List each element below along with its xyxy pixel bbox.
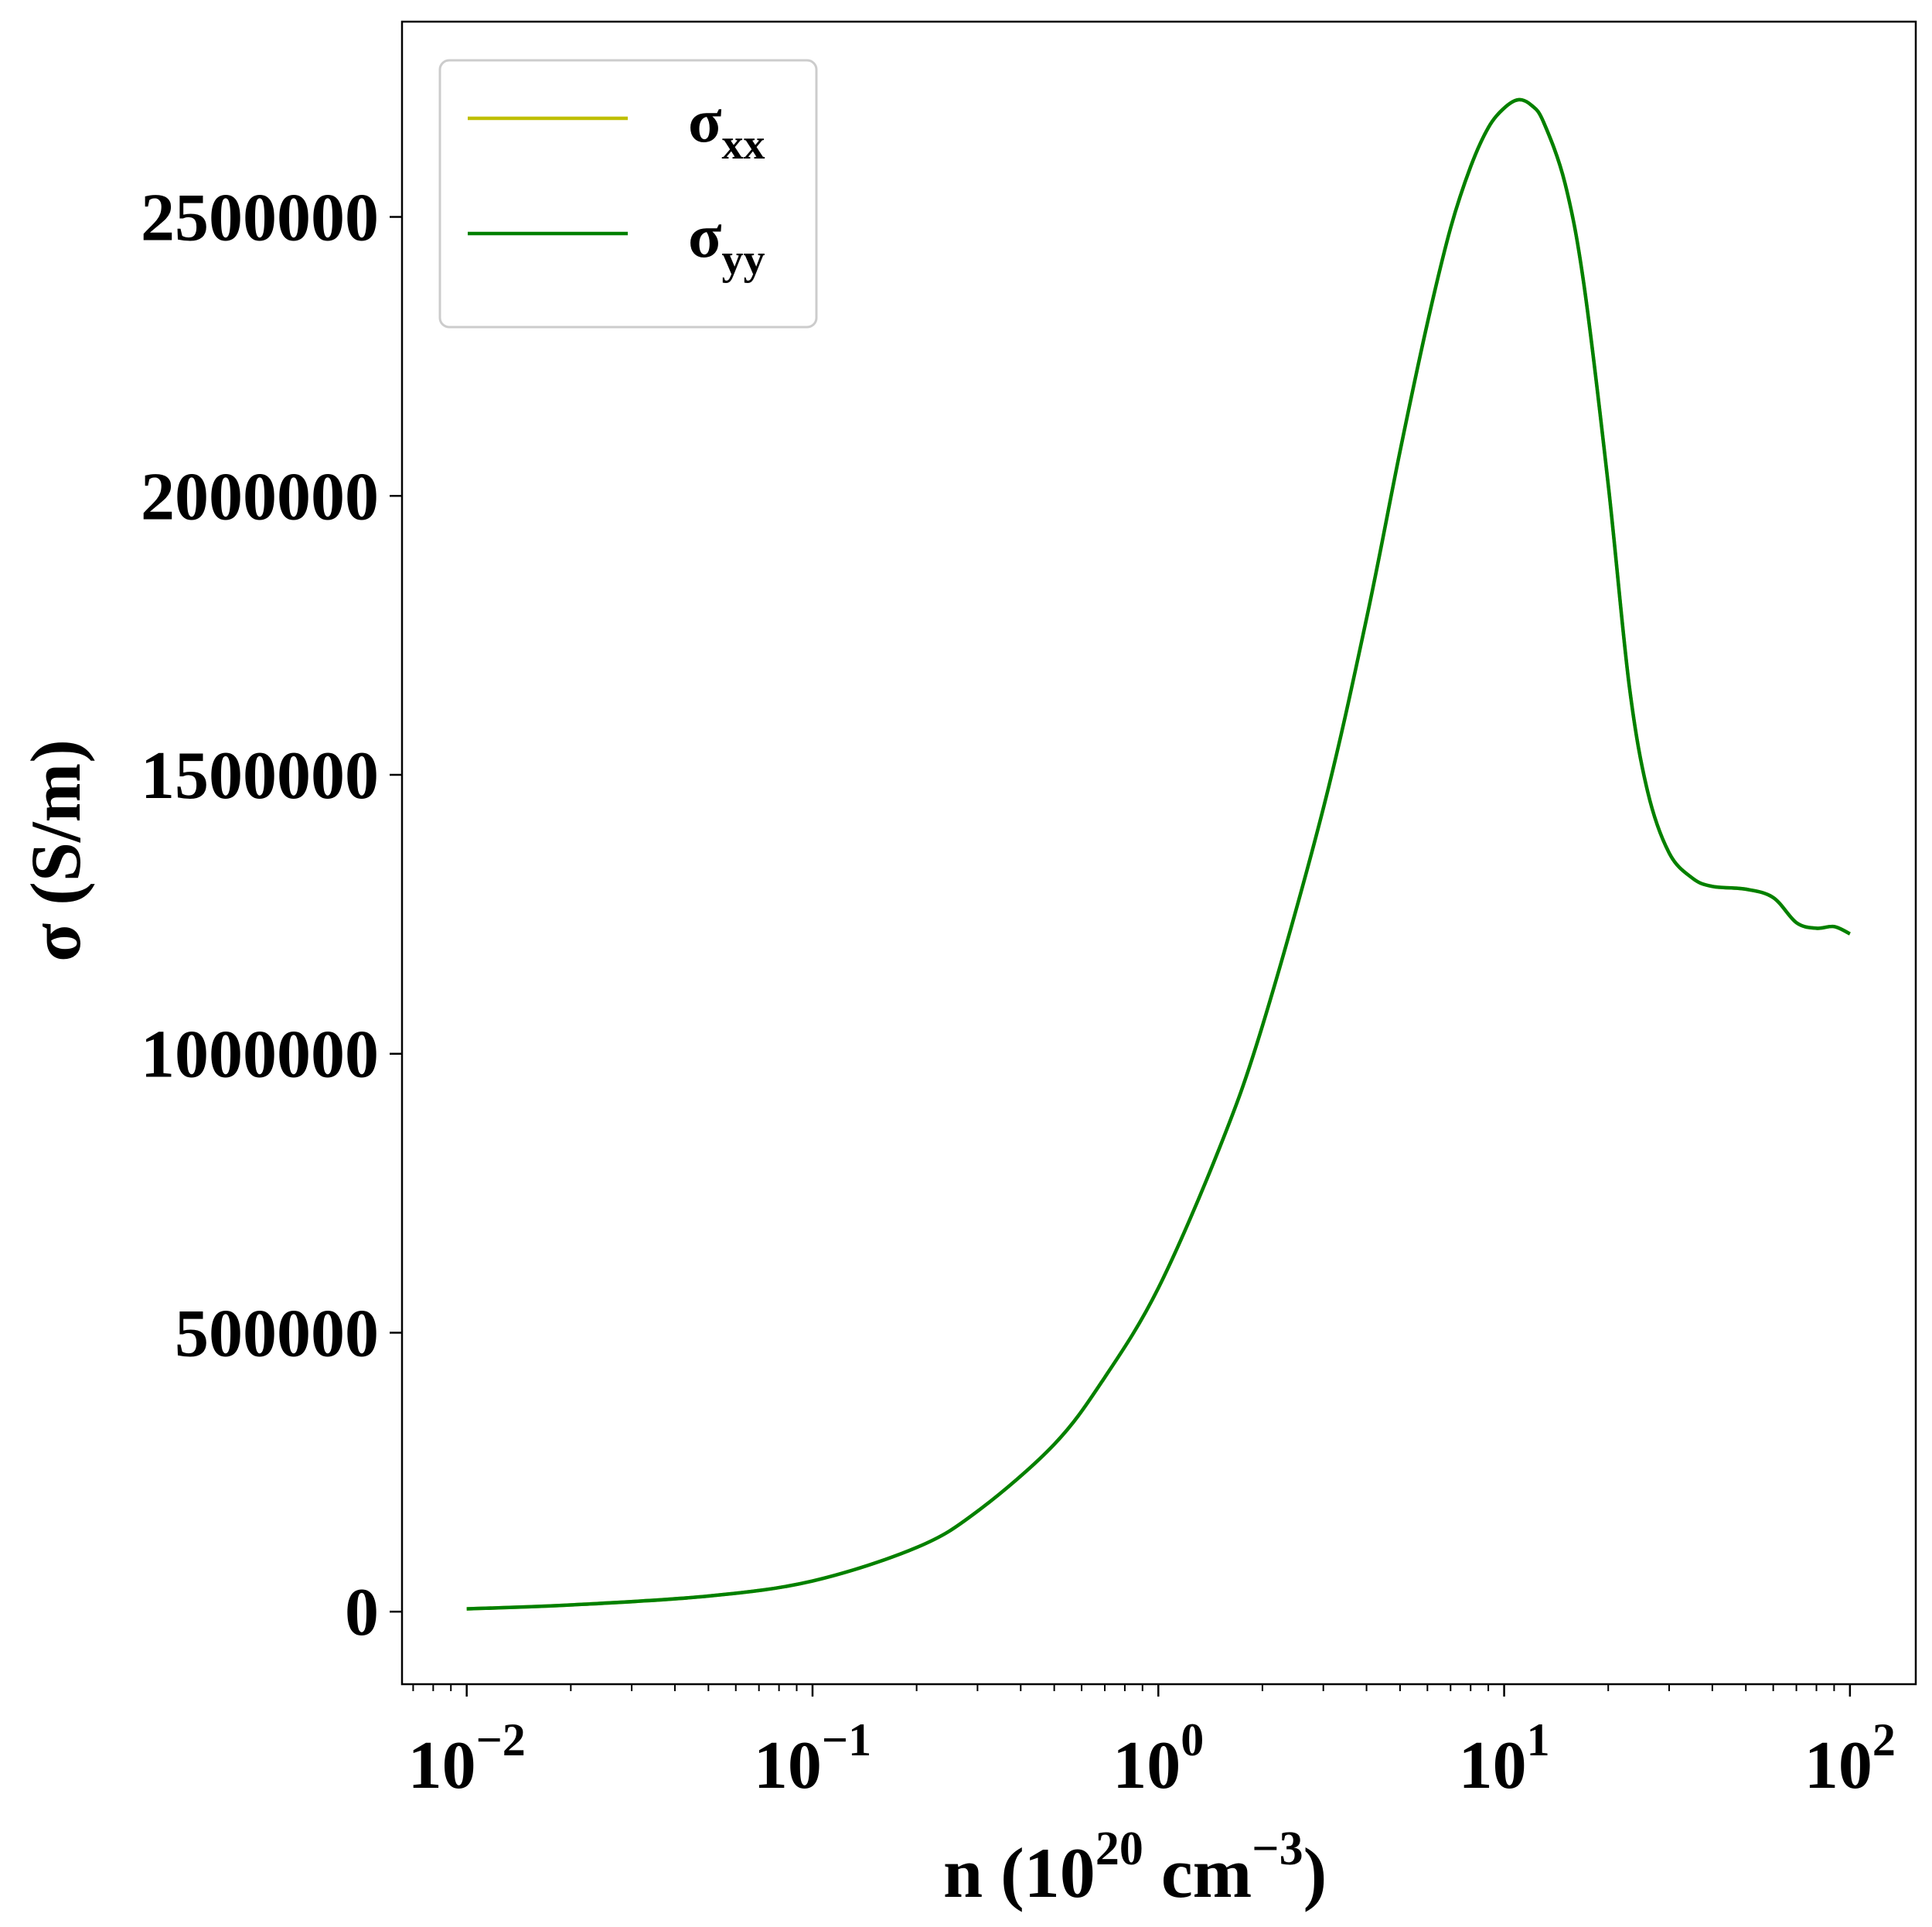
y-tick-label: 0 (345, 1575, 379, 1650)
y-tick-label: 500000 (175, 1296, 379, 1371)
legend: σxx σyy (438, 59, 818, 329)
y-axis-ticks: 0 500000 1000000 1500000 2000000 2500000 (141, 181, 402, 1650)
series-lines (466, 97, 1851, 1611)
y-tick-label: 1000000 (141, 1018, 379, 1093)
x-tick-label: 101 (1459, 1714, 1550, 1803)
y-tick-label: 2000000 (141, 459, 379, 534)
x-tick-label: 10−2 (408, 1714, 526, 1803)
x-tick-label: 102 (1804, 1714, 1896, 1803)
x-tick-label: 100 (1113, 1714, 1204, 1803)
legend-label-sigma-xx: σxx (688, 87, 765, 169)
x-axis-ticks: 10−2 10−1 100 101 102 (408, 1684, 1896, 1803)
x-minor-ticks (412, 1684, 1835, 1691)
y-axis-label: σ (S/m) (16, 739, 95, 962)
plot-frame (400, 20, 1917, 1686)
legend-box (438, 59, 818, 329)
x-axis-label: n (1020 cm−3) (943, 1823, 1327, 1912)
series-line-sigma-yy (466, 97, 1851, 1611)
y-tick-label: 1500000 (141, 738, 379, 813)
x-tick-label: 10−1 (754, 1714, 871, 1803)
y-tick-label: 2500000 (141, 181, 379, 256)
legend-label-sigma-yy: σyy (688, 203, 765, 284)
